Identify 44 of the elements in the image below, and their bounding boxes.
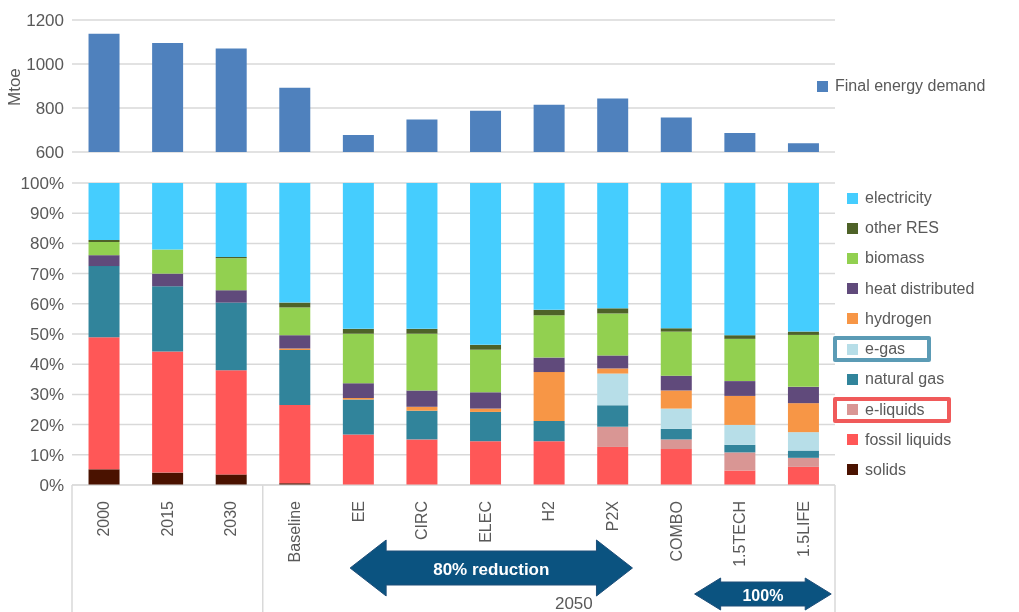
x-tick-label: 1.5LIFE	[794, 501, 812, 558]
y-tick-label: 70%	[29, 264, 64, 284]
legend-label: e-gas	[865, 340, 906, 359]
y-tick-label: 10%	[29, 445, 64, 465]
y-tick-label: 1000	[26, 55, 64, 75]
y-tick-label: 80%	[29, 234, 64, 254]
y-tick-label: 30%	[29, 385, 64, 405]
legend-label: electricity	[865, 189, 932, 208]
legend-label: e-liquids	[865, 400, 925, 419]
x-tick-label: 2015	[158, 500, 176, 537]
legend-label: other RES	[865, 219, 939, 238]
y-axis-title: Mtoe	[5, 68, 25, 106]
text: 2050	[554, 593, 593, 612]
y-tick-label: 800	[35, 99, 64, 119]
x-tick-label: EE	[349, 501, 367, 523]
y-tick-label: 60%	[29, 294, 64, 314]
legend-label: natural gas	[865, 370, 945, 389]
legend-label: Final energy demand	[835, 77, 986, 95]
y-tick-label: 100%	[20, 174, 64, 194]
y-tick-label: 1200	[26, 11, 64, 31]
text: 100%	[742, 586, 784, 604]
x-tick-label: CIRC	[413, 501, 431, 541]
legend-label: fossil liquids	[865, 430, 952, 449]
y-tick-label: 20%	[29, 415, 64, 435]
y-tick-label: 50%	[29, 325, 64, 345]
x-tick-label: 2030	[222, 500, 240, 537]
x-tick-label: 2000	[95, 500, 113, 537]
x-tick-label: H2	[540, 500, 558, 522]
x-tick-label: ELEC	[476, 501, 494, 543]
x-tick-label: COMBO	[667, 501, 685, 562]
x-tick-label: Baseline	[286, 500, 304, 563]
legend-label: hydrogen	[865, 309, 932, 328]
y-tick-label: 600	[35, 143, 64, 163]
outline-box: e-gas	[833, 336, 932, 363]
y-tick-label: 0%	[39, 476, 64, 496]
x-tick-label: P2X	[603, 500, 621, 532]
y-tick-label: 90%	[29, 204, 64, 224]
text: 80% reduction	[433, 559, 550, 579]
legend-label: solids	[865, 460, 906, 479]
outline-box: e-liquids	[833, 396, 951, 423]
x-tick-label: 1.5TECH	[731, 501, 749, 567]
y-tick-label: 40%	[29, 355, 64, 375]
legend-label: heat distributed	[865, 279, 975, 298]
legend-label: biomass	[865, 249, 925, 268]
